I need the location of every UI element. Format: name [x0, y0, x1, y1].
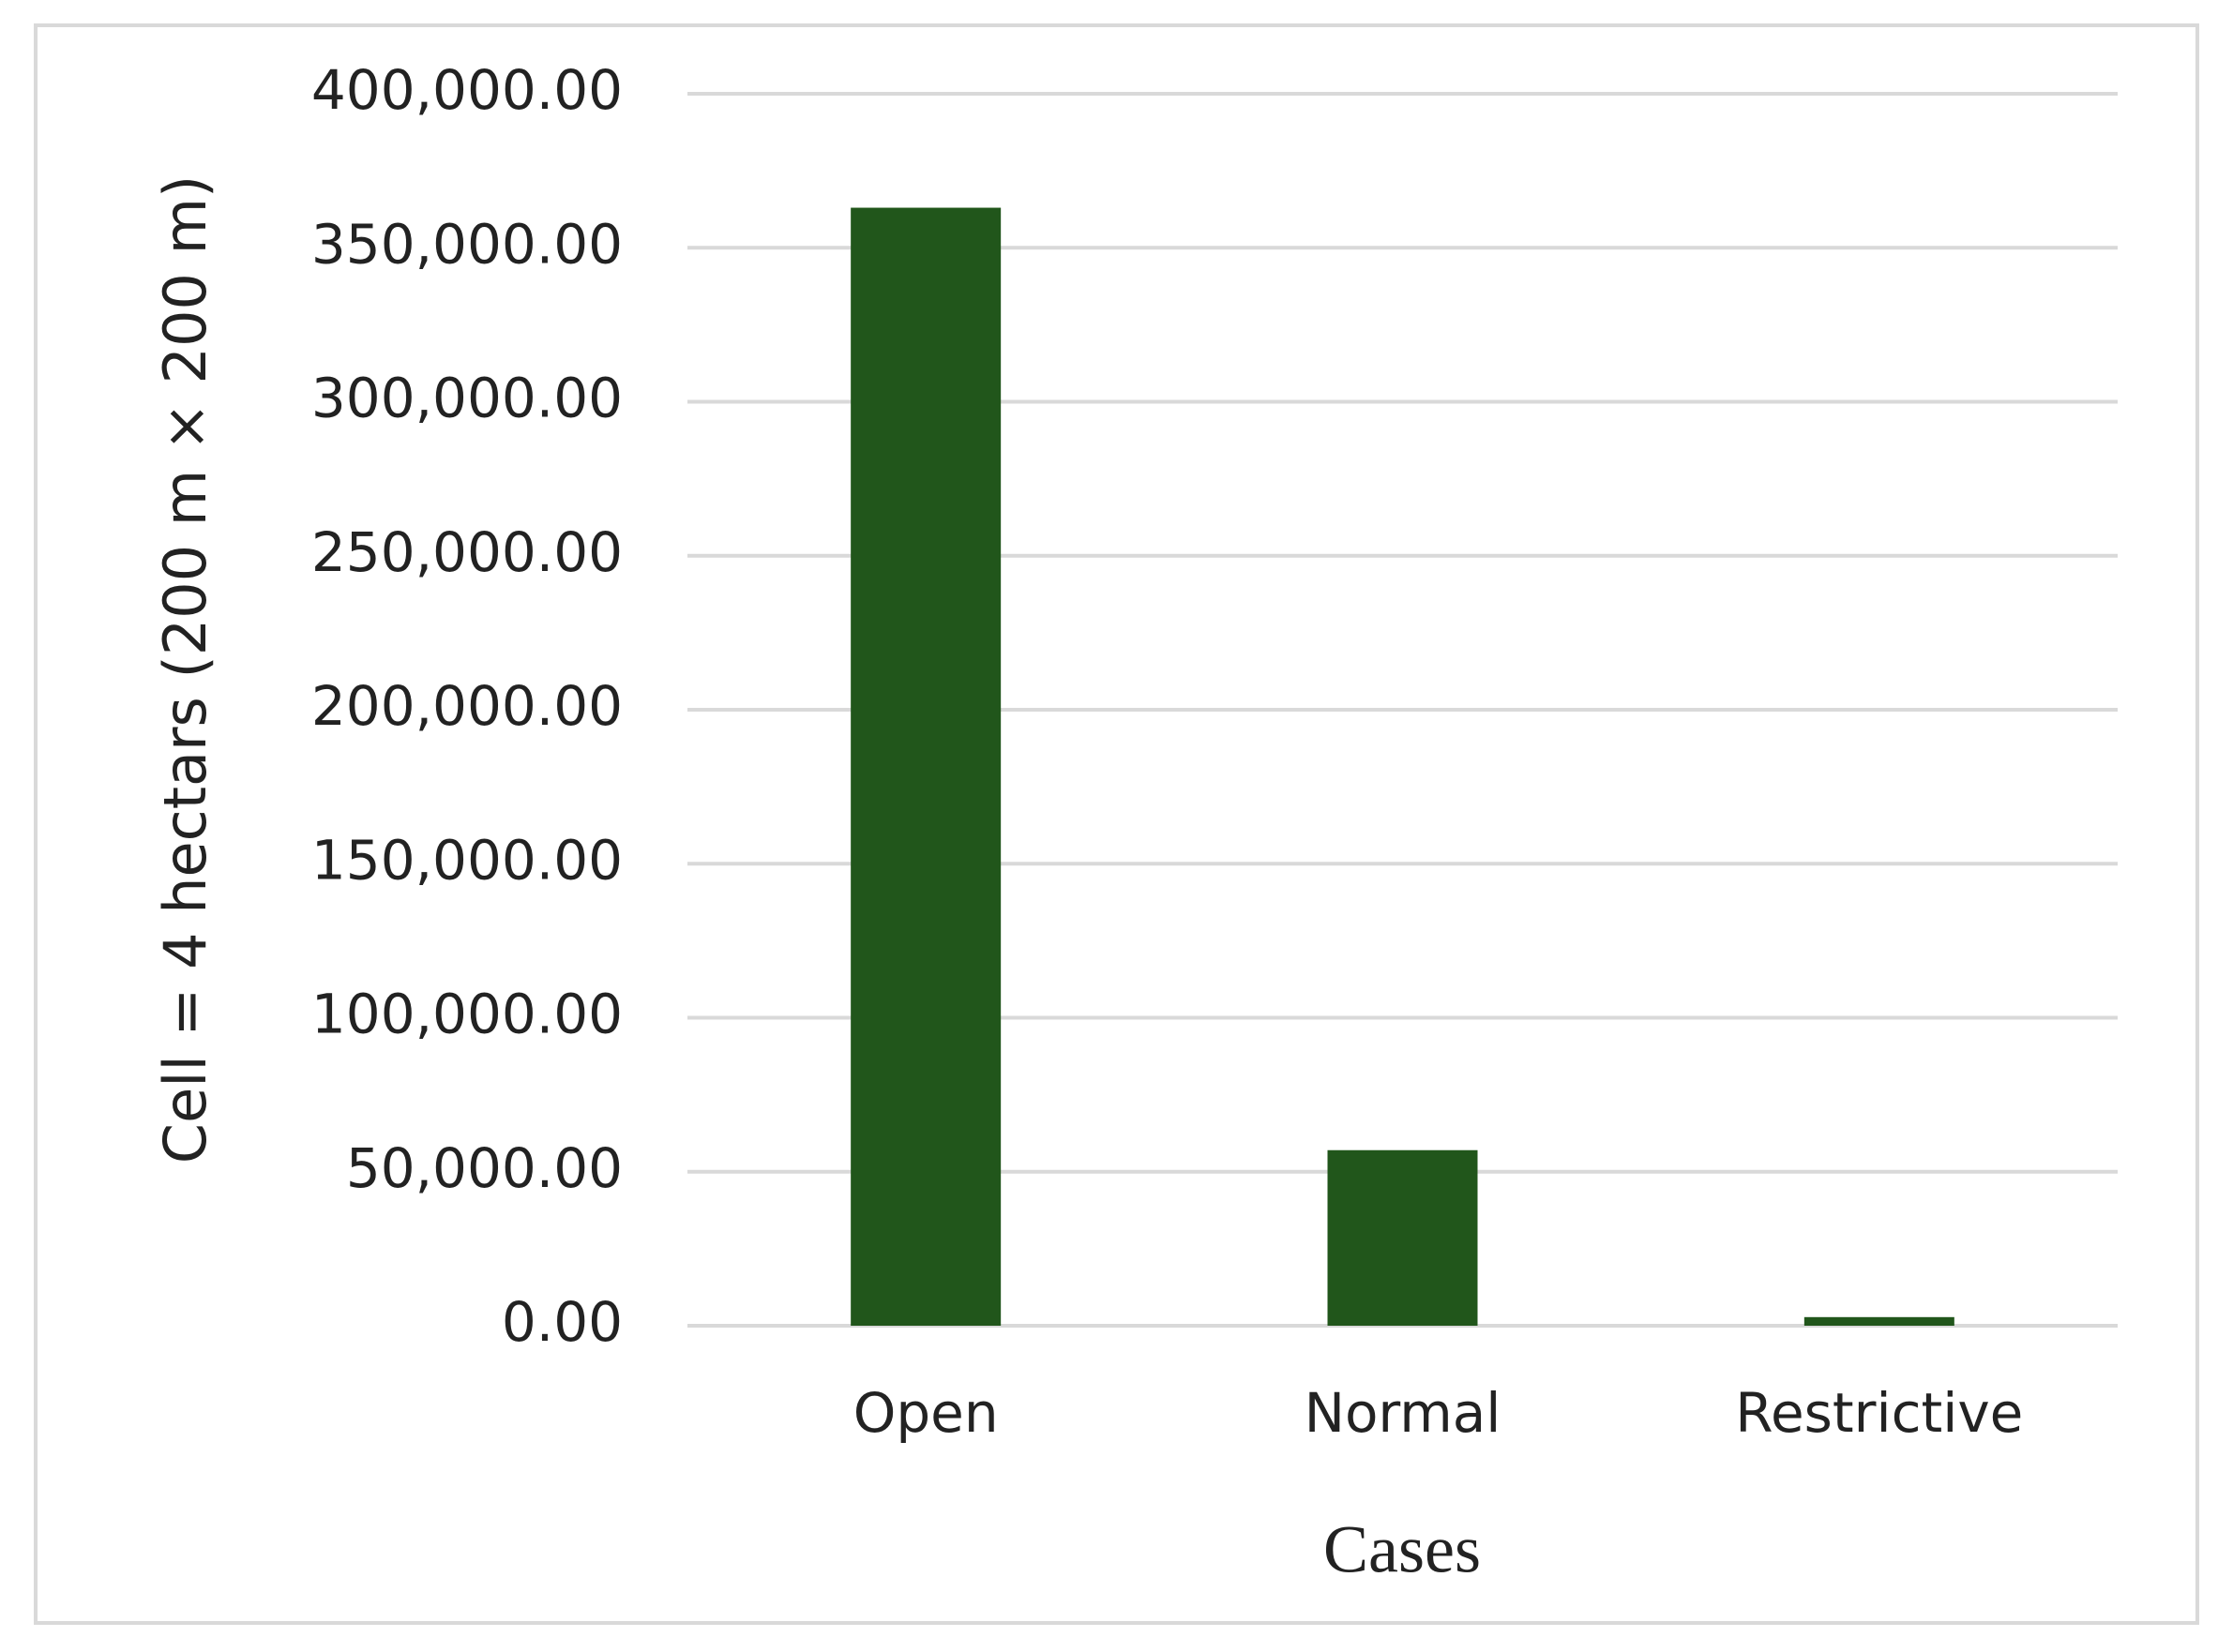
y-tick-label: 250,000.00	[311, 520, 623, 584]
y-tick-label: 200,000.00	[311, 674, 623, 738]
y-tick-label: 400,000.00	[311, 58, 623, 122]
chart-border	[34, 23, 2199, 1625]
x-tick-label: Normal	[1305, 1381, 1501, 1445]
bar	[851, 207, 1002, 1326]
y-tick-label: 0.00	[502, 1290, 623, 1354]
x-axis-label: Cases	[1323, 1512, 1481, 1587]
y-tick-label: 50,000.00	[346, 1136, 623, 1200]
bar	[1803, 1316, 1954, 1326]
x-tick-label: Open	[853, 1381, 999, 1445]
y-tick-label: 300,000.00	[311, 367, 623, 430]
y-tick-label: 150,000.00	[311, 828, 623, 892]
x-tick-label: Restrictive	[1735, 1381, 2023, 1445]
y-tick-label: 350,000.00	[311, 212, 623, 276]
y-axis-label: Cell = 4 hectars (200 m × 200 m)	[151, 175, 219, 1164]
y-tick-label: 100,000.00	[311, 983, 623, 1046]
bar	[1327, 1149, 1478, 1326]
